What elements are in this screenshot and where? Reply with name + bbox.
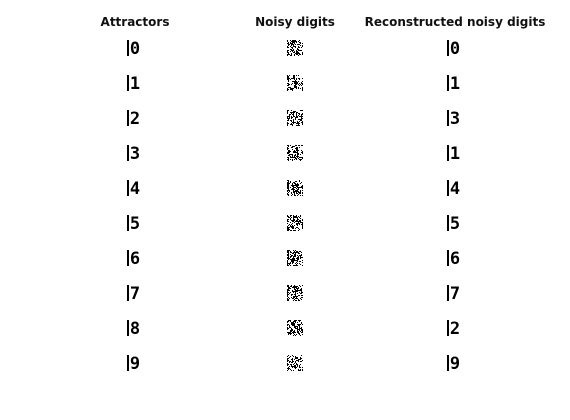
attractor-digit-9: 9 xyxy=(127,355,143,371)
noisy-digit-7 xyxy=(287,285,303,301)
attractor-digit-7: 7 xyxy=(127,285,143,301)
svg-text:7: 7 xyxy=(130,285,140,301)
svg-text:0: 0 xyxy=(450,40,460,56)
noisy-digit-2 xyxy=(287,110,303,126)
svg-text:8: 8 xyxy=(130,320,140,336)
reconstructed-digit-1: 1 xyxy=(447,75,463,91)
svg-text:3: 3 xyxy=(450,110,460,126)
attractor-digit-0: 0 xyxy=(127,40,143,56)
noisy-digits-title: Noisy digits xyxy=(255,15,335,29)
attractors-title: Attractors xyxy=(100,15,170,29)
reconstructed-digit-9: 9 xyxy=(447,355,463,371)
noisy-digit-6 xyxy=(287,250,303,266)
reconstructed-digit-6: 6 xyxy=(447,250,463,266)
svg-text:2: 2 xyxy=(450,320,460,336)
svg-text:7: 7 xyxy=(450,285,460,301)
noisy-digit-3 xyxy=(287,145,303,161)
svg-text:3: 3 xyxy=(130,145,140,161)
attractor-digit-5: 5 xyxy=(127,215,143,231)
reconstructed-digit-3: 1 xyxy=(447,145,463,161)
svg-text:9: 9 xyxy=(450,355,460,371)
svg-text:1: 1 xyxy=(450,75,460,91)
reconstructed-digit-8: 2 xyxy=(447,320,463,336)
svg-text:1: 1 xyxy=(130,75,140,91)
attractor-digit-4: 4 xyxy=(127,180,143,196)
noisy-digit-5 xyxy=(287,215,303,231)
svg-text:4: 4 xyxy=(450,180,460,196)
attractor-digit-3: 3 xyxy=(127,145,143,161)
svg-text:9: 9 xyxy=(130,355,140,371)
attractor-digit-8: 8 xyxy=(127,320,143,336)
noisy-digit-8 xyxy=(287,320,303,336)
svg-text:5: 5 xyxy=(130,215,140,231)
noisy-digit-0 xyxy=(287,40,303,56)
svg-text:6: 6 xyxy=(450,250,460,266)
reconstructed-digit-2: 3 xyxy=(447,110,463,126)
reconstructed-digit-5: 5 xyxy=(447,215,463,231)
reconstructed-digit-0: 0 xyxy=(447,40,463,56)
noisy-digit-4 xyxy=(287,180,303,196)
reconstructed-title: Reconstructed noisy digits xyxy=(364,15,546,29)
attractor-digit-6: 6 xyxy=(127,250,143,266)
svg-text:1: 1 xyxy=(450,145,460,161)
svg-text:5: 5 xyxy=(450,215,460,231)
attractor-digit-2: 2 xyxy=(127,110,143,126)
noisy-digit-9 xyxy=(287,355,303,371)
noisy-digit-1 xyxy=(287,75,303,91)
svg-text:6: 6 xyxy=(130,250,140,266)
svg-text:2: 2 xyxy=(130,110,140,126)
svg-text:4: 4 xyxy=(130,180,140,196)
reconstructed-digit-7: 7 xyxy=(447,285,463,301)
reconstructed-digit-4: 4 xyxy=(447,180,463,196)
attractor-digit-1: 1 xyxy=(127,75,143,91)
svg-text:0: 0 xyxy=(130,40,140,56)
